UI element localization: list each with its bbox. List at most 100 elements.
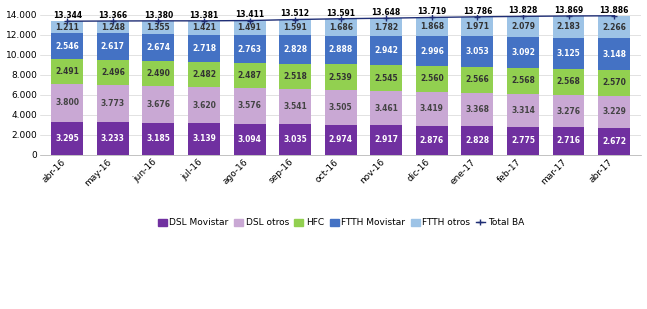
Text: 13.786: 13.786 bbox=[463, 6, 492, 15]
Text: 3.053: 3.053 bbox=[466, 47, 489, 56]
Bar bbox=[51, 21, 83, 33]
Bar bbox=[280, 36, 311, 64]
Text: 13.869: 13.869 bbox=[554, 6, 583, 15]
Text: 1.355: 1.355 bbox=[147, 23, 170, 32]
Bar bbox=[553, 95, 584, 127]
Bar bbox=[142, 34, 175, 61]
Bar bbox=[416, 18, 448, 36]
Text: 2.539: 2.539 bbox=[329, 73, 353, 82]
Text: 3.233: 3.233 bbox=[101, 134, 125, 143]
Text: 2.490: 2.490 bbox=[146, 69, 170, 78]
Bar bbox=[97, 122, 129, 154]
Text: 3.576: 3.576 bbox=[237, 101, 261, 110]
Text: 2.876: 2.876 bbox=[420, 136, 444, 145]
Bar bbox=[142, 61, 175, 86]
Text: 2.560: 2.560 bbox=[420, 74, 444, 83]
Text: 3.094: 3.094 bbox=[237, 134, 261, 144]
Bar bbox=[188, 21, 220, 35]
Text: 2.974: 2.974 bbox=[329, 135, 353, 144]
Text: 2.566: 2.566 bbox=[466, 75, 489, 84]
Bar bbox=[51, 84, 83, 122]
Bar bbox=[325, 36, 356, 64]
Bar bbox=[97, 60, 129, 85]
Text: 2.079: 2.079 bbox=[511, 22, 535, 31]
Bar bbox=[416, 36, 448, 66]
Bar bbox=[234, 36, 265, 63]
Bar bbox=[234, 124, 265, 154]
Total BA bbox=[565, 14, 573, 18]
Bar bbox=[325, 19, 356, 36]
Bar bbox=[370, 66, 402, 91]
Text: 2.716: 2.716 bbox=[556, 137, 580, 146]
Text: 2.674: 2.674 bbox=[146, 43, 170, 52]
Bar bbox=[416, 126, 448, 154]
Text: 3.419: 3.419 bbox=[420, 104, 444, 113]
Text: 2.183: 2.183 bbox=[556, 22, 580, 32]
Text: 3.620: 3.620 bbox=[192, 100, 216, 110]
Text: 2.763: 2.763 bbox=[237, 45, 261, 54]
Bar bbox=[461, 93, 494, 126]
Text: 2.545: 2.545 bbox=[375, 74, 398, 83]
Bar bbox=[51, 33, 83, 59]
Bar bbox=[325, 90, 356, 125]
Bar bbox=[188, 87, 220, 123]
Text: 3.368: 3.368 bbox=[465, 105, 489, 114]
Text: 3.461: 3.461 bbox=[375, 104, 398, 112]
Total BA bbox=[63, 19, 71, 23]
Bar bbox=[142, 123, 175, 154]
Text: 2.491: 2.491 bbox=[56, 67, 79, 76]
Text: 1.491: 1.491 bbox=[237, 23, 261, 32]
Total BA bbox=[519, 15, 527, 18]
Bar bbox=[234, 20, 265, 36]
Bar bbox=[507, 16, 539, 37]
Bar bbox=[553, 127, 584, 154]
Text: 3.092: 3.092 bbox=[511, 48, 535, 57]
Text: 13.512: 13.512 bbox=[281, 9, 310, 18]
Total BA bbox=[200, 19, 208, 23]
Text: 2.888: 2.888 bbox=[329, 45, 353, 54]
Text: 13.648: 13.648 bbox=[371, 8, 401, 17]
Total BA bbox=[337, 17, 345, 21]
Bar bbox=[461, 126, 494, 154]
Bar bbox=[553, 69, 584, 95]
Total BA bbox=[246, 19, 254, 22]
Text: 13.828: 13.828 bbox=[509, 6, 538, 15]
Bar bbox=[598, 38, 630, 70]
Text: 2.617: 2.617 bbox=[101, 42, 125, 51]
Text: 2.570: 2.570 bbox=[602, 78, 626, 87]
Bar bbox=[97, 33, 129, 60]
Text: 13.591: 13.591 bbox=[326, 9, 355, 18]
Bar bbox=[553, 38, 584, 69]
Bar bbox=[188, 35, 220, 62]
Bar bbox=[188, 123, 220, 154]
Text: 3.185: 3.185 bbox=[146, 134, 170, 143]
Bar bbox=[416, 66, 448, 92]
Text: 1.868: 1.868 bbox=[420, 22, 444, 31]
Text: 3.229: 3.229 bbox=[602, 107, 626, 116]
Bar bbox=[507, 68, 539, 94]
Text: 3.276: 3.276 bbox=[556, 107, 580, 116]
Legend: DSL Movistar, DSL otros, HFC, FTTH Movistar, FTTH otros, Total BA: DSL Movistar, DSL otros, HFC, FTTH Movis… bbox=[154, 215, 527, 231]
Bar bbox=[507, 37, 539, 68]
Bar bbox=[51, 59, 83, 84]
Text: 1.421: 1.421 bbox=[192, 23, 216, 32]
Text: 3.505: 3.505 bbox=[329, 103, 353, 112]
Text: 3.314: 3.314 bbox=[511, 106, 535, 115]
Text: 2.828: 2.828 bbox=[465, 136, 490, 145]
Bar bbox=[234, 88, 265, 124]
Bar bbox=[370, 125, 402, 154]
Text: 2.568: 2.568 bbox=[511, 76, 535, 85]
Text: 3.035: 3.035 bbox=[283, 135, 307, 144]
Bar bbox=[188, 62, 220, 87]
Text: 13.380: 13.380 bbox=[144, 11, 173, 20]
Bar bbox=[97, 85, 129, 122]
Text: 3.139: 3.139 bbox=[192, 134, 216, 143]
Text: 2.518: 2.518 bbox=[283, 72, 307, 81]
Text: 2.917: 2.917 bbox=[374, 135, 399, 144]
Bar bbox=[461, 67, 494, 93]
Bar bbox=[598, 16, 630, 38]
Text: 2.672: 2.672 bbox=[602, 137, 626, 146]
Bar bbox=[142, 21, 175, 34]
Text: 3.125: 3.125 bbox=[556, 49, 580, 58]
Bar bbox=[370, 91, 402, 125]
